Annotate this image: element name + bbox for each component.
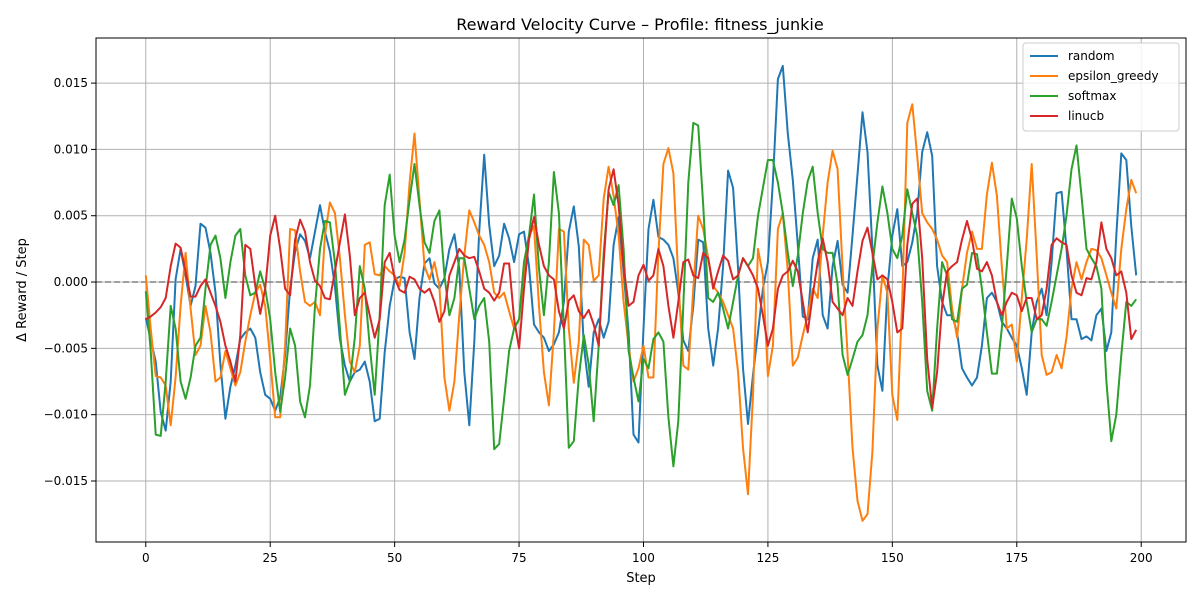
y-tick-label: −0.005 <box>44 341 88 355</box>
legend-label-random: random <box>1068 49 1115 63</box>
x-tick-label: 75 <box>511 551 526 565</box>
legend-label-linucb: linucb <box>1068 109 1104 123</box>
x-axis-ticks: 0 25 50 75 100 125 150 175 200 <box>142 542 1153 565</box>
x-tick-label: 150 <box>881 551 904 565</box>
series-line-linucb <box>145 168 1138 409</box>
plot-area <box>95 37 1187 543</box>
x-tick-label: 100 <box>632 551 655 565</box>
legend-label-softmax: softmax <box>1068 89 1116 103</box>
y-axis-ticks: −0.015 −0.010 −0.005 0.000 0.005 0.010 0.015 <box>44 76 96 488</box>
x-tick-label: 50 <box>387 551 402 565</box>
y-tick-label: 0.015 <box>54 76 88 90</box>
y-tick-label: −0.015 <box>44 474 88 488</box>
y-tick-label: 0.000 <box>54 275 88 289</box>
x-tick-label: 125 <box>756 551 779 565</box>
y-axis-label: Δ Reward / Step <box>15 238 30 342</box>
x-tick-label: 200 <box>1130 551 1153 565</box>
series-line-softmax <box>144 121 1138 468</box>
x-tick-label: 175 <box>1005 551 1028 565</box>
x-axis-label: Step <box>626 571 656 586</box>
x-tick-label: 0 <box>142 551 150 565</box>
plot-frame <box>95 37 1187 543</box>
legend-label-epsilon-greedy: epsilon_greedy <box>1068 69 1159 83</box>
y-tick-label: −0.010 <box>44 408 88 422</box>
x-tick-label: 25 <box>263 551 278 565</box>
series-lines <box>144 64 1138 522</box>
y-tick-label: 0.005 <box>54 209 88 223</box>
series-line-random <box>144 64 1138 444</box>
legend-box <box>1022 42 1180 132</box>
chart-title: Reward Velocity Curve – Profile: fitness… <box>456 15 823 35</box>
y-tick-label: 0.010 <box>54 142 88 156</box>
